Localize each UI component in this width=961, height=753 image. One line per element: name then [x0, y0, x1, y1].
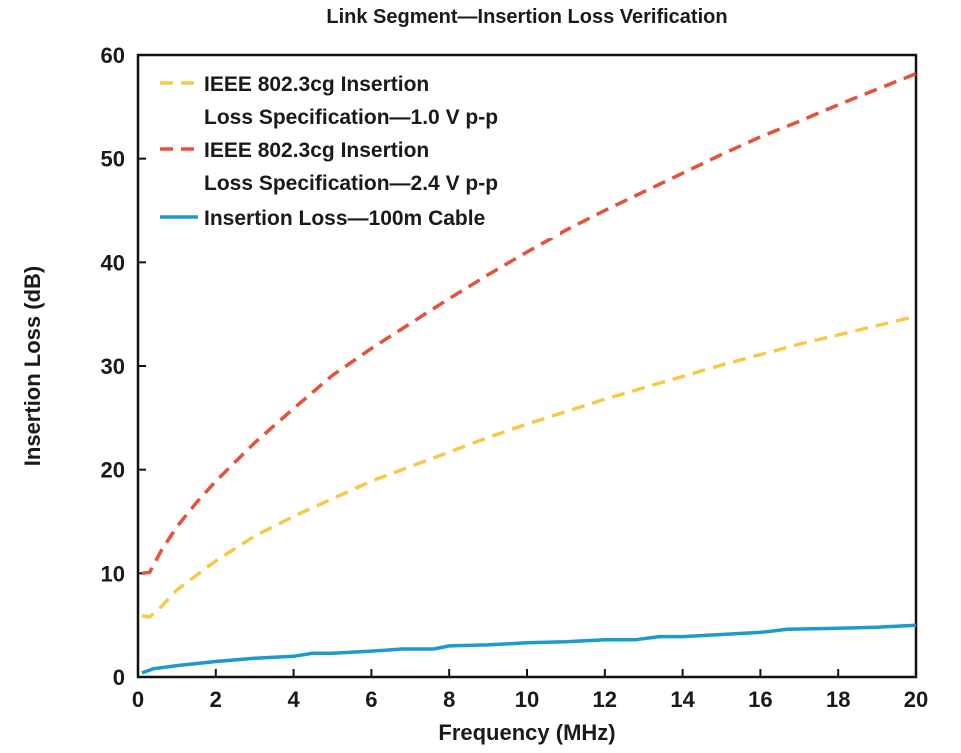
legend-label: Insertion Loss—100m Cable — [204, 207, 485, 230]
legend-label: Loss Specification—2.4 V p-p — [204, 172, 498, 195]
legend-background — [150, 63, 560, 238]
x-tick-label: 6 — [365, 687, 377, 712]
y-tick-label: 50 — [101, 147, 125, 172]
chart-title: Link Segment—Insertion Loss Verification — [326, 6, 727, 28]
legend-label: IEEE 802.3cg Insertion — [204, 139, 429, 162]
legend: IEEE 802.3cg Insertion Loss Specification… — [150, 63, 560, 238]
x-tick-label: 10 — [515, 687, 539, 712]
legend-label: Loss Specification—1.0 V p-p — [204, 106, 498, 129]
y-tick-label: 60 — [101, 43, 125, 68]
series-line-1 — [141, 314, 917, 619]
x-tick-label: 0 — [132, 687, 144, 712]
y-tick-label: 10 — [101, 561, 125, 586]
x-tick-label: 18 — [826, 687, 850, 712]
y-tick-label: 30 — [101, 354, 125, 379]
x-axis-label: Frequency (MHz) — [438, 720, 615, 745]
x-tick-label: 16 — [748, 687, 772, 712]
x-tick-label: 8 — [443, 687, 455, 712]
x-tick-label: 14 — [670, 687, 695, 712]
y-axis: 0 10 20 30 40 50 60 — [101, 43, 146, 690]
x-tick-label: 12 — [593, 687, 617, 712]
y-axis-label: Insertion Loss (dB) — [20, 266, 45, 466]
y-tick-label: 0 — [113, 665, 125, 690]
x-tick-label: 4 — [287, 687, 300, 712]
legend-label: IEEE 802.3cg Insertion — [204, 73, 429, 96]
series-line-2 — [141, 72, 917, 576]
y-tick-label: 20 — [101, 458, 125, 483]
x-axis: 0 2 4 6 8 10 12 14 16 18 20 — [132, 669, 928, 712]
y-tick-label: 40 — [101, 250, 125, 275]
x-tick-label: 20 — [904, 687, 928, 712]
series-line-3 — [141, 623, 917, 675]
x-tick-label: 2 — [210, 687, 222, 712]
series-layer — [141, 72, 917, 675]
